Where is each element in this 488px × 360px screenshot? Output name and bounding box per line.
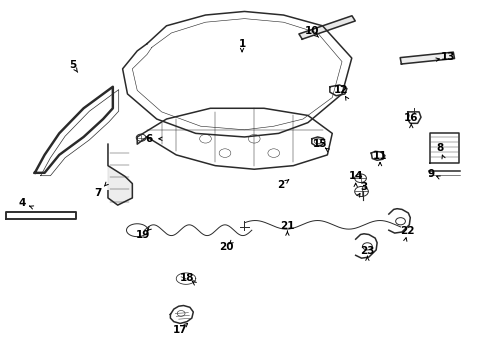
Polygon shape [108,144,132,205]
Text: 23: 23 [359,246,374,256]
Text: 13: 13 [440,52,455,62]
Text: 5: 5 [69,60,76,70]
Text: 4: 4 [19,198,26,208]
Text: 20: 20 [218,242,233,252]
Text: 10: 10 [304,26,318,36]
Text: 9: 9 [427,168,433,179]
Text: 19: 19 [136,230,150,239]
Text: 7: 7 [94,188,102,198]
Text: 12: 12 [333,85,347,95]
Text: 18: 18 [180,273,194,283]
Polygon shape [399,52,453,64]
Text: 15: 15 [312,139,326,149]
Text: 3: 3 [360,182,367,192]
Text: 8: 8 [435,143,442,153]
Text: 16: 16 [403,113,418,123]
Text: 21: 21 [280,221,294,231]
Text: 6: 6 [145,134,153,144]
Text: 22: 22 [400,226,414,236]
Text: 14: 14 [347,171,362,181]
Text: 11: 11 [372,150,386,161]
Text: 1: 1 [238,39,245,49]
Text: 2: 2 [277,180,284,190]
Polygon shape [298,16,354,39]
Text: 17: 17 [172,325,187,335]
